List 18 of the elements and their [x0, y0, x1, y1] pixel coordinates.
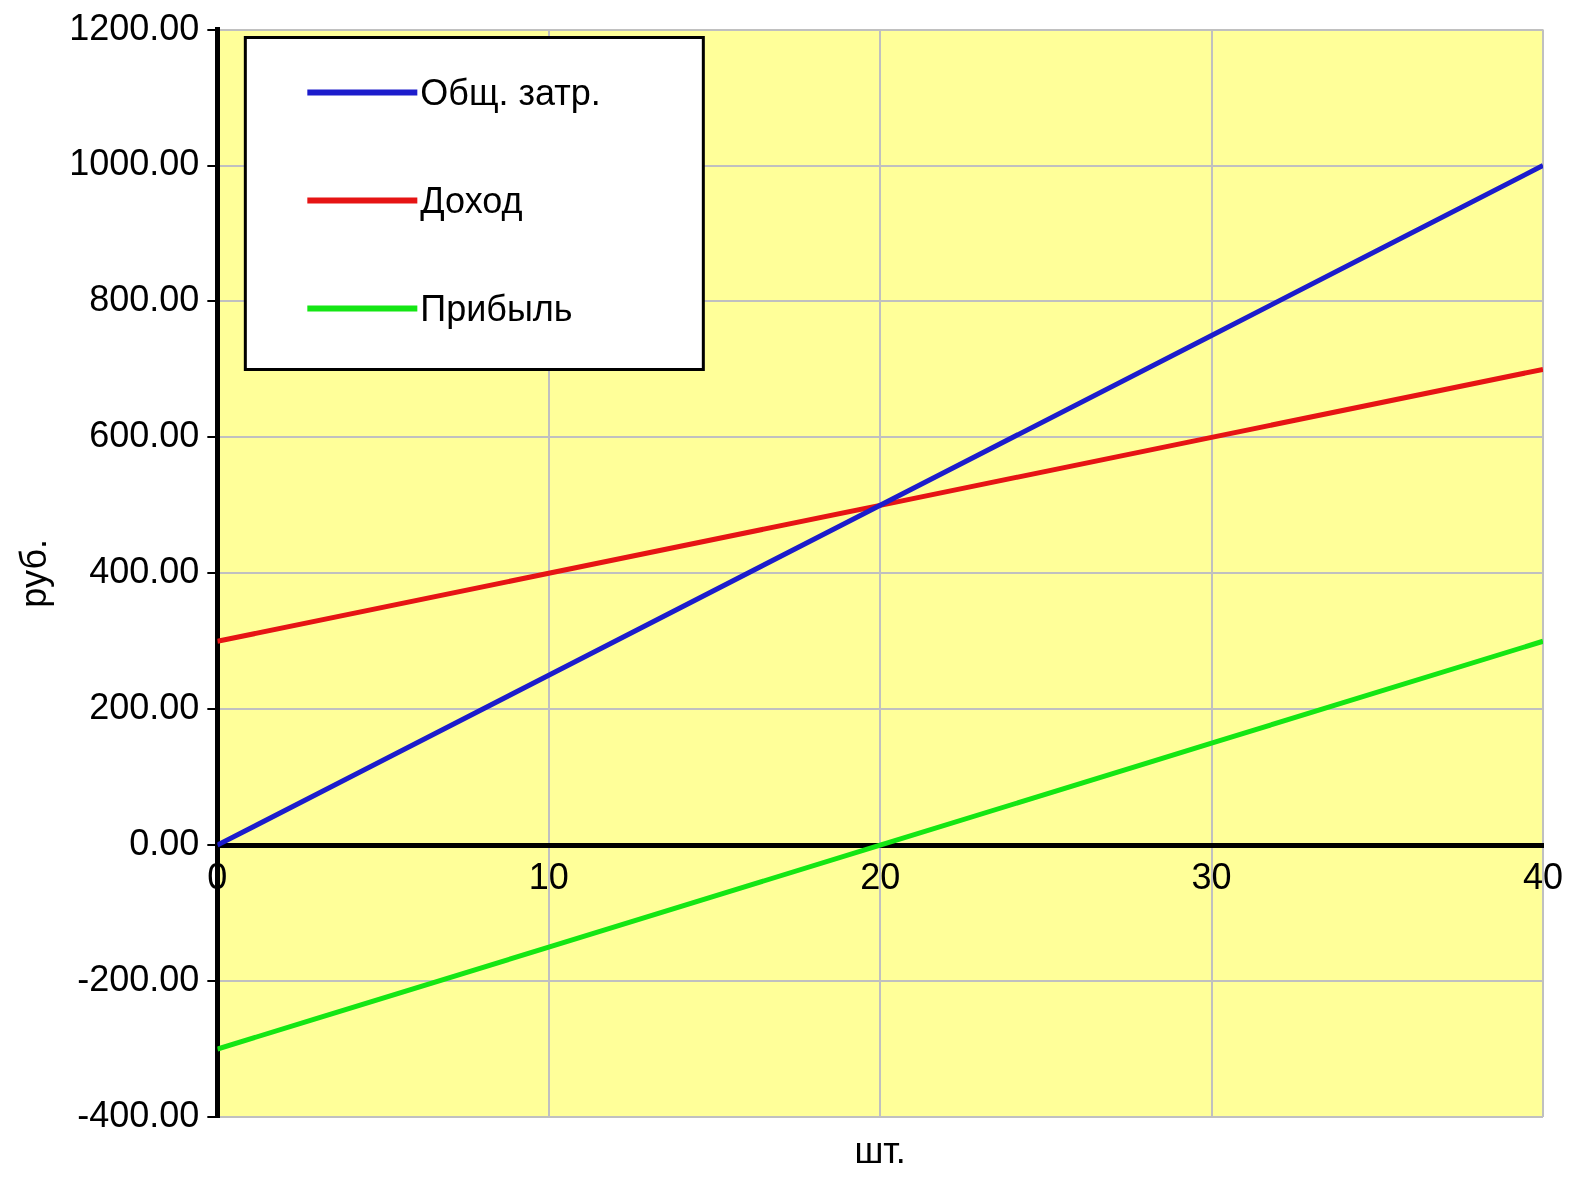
- y-tick-label: 600.00: [89, 414, 200, 456]
- y-tick-label: 200.00: [89, 686, 200, 728]
- x-tick-label: 10: [528, 855, 569, 897]
- x-tick-label: 30: [1191, 855, 1232, 897]
- legend-label: Доход: [420, 179, 523, 221]
- x-axis-title: шт.: [854, 1129, 906, 1171]
- y-axis-title: руб.: [12, 538, 54, 608]
- y-tick-label: -200.00: [77, 958, 200, 999]
- legend-label: Общ. затр.: [420, 71, 601, 113]
- y-tick-label: 0.00: [129, 822, 200, 864]
- legend-label: Прибыль: [420, 287, 573, 329]
- y-tick-label: 1200.00: [69, 6, 200, 48]
- y-tick-label: 1000.00: [69, 142, 200, 184]
- x-tick-label: 40: [1522, 855, 1564, 897]
- x-tick-label: 20: [860, 855, 901, 897]
- y-tick-label: -400.00: [77, 1093, 200, 1135]
- y-tick-label: 800.00: [89, 278, 200, 320]
- y-tick-label: 400.00: [89, 550, 200, 592]
